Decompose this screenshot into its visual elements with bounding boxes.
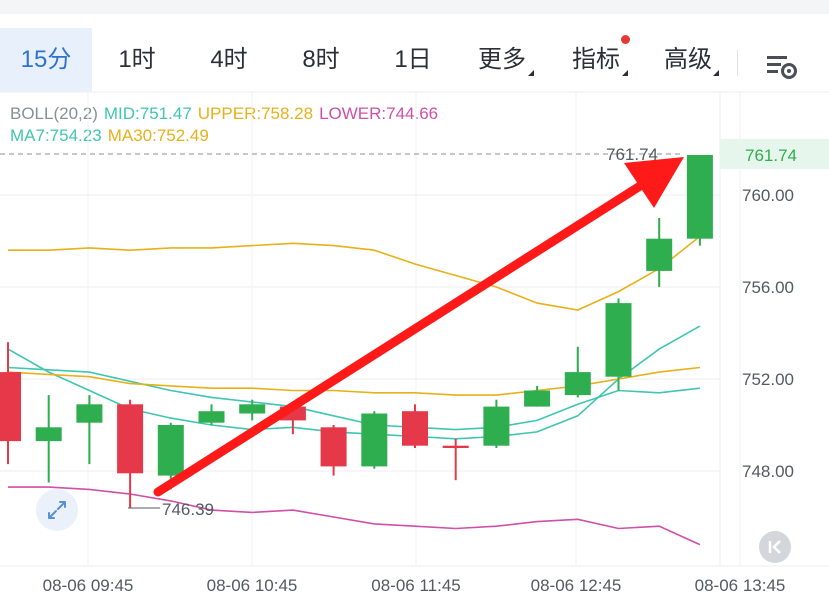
y-tick-label: 756.00 (742, 278, 794, 297)
boll-upper-value: UPPER:758.28 (197, 104, 314, 123)
candle-body (361, 413, 388, 467)
candle-body (646, 238, 673, 271)
expand-chart-button[interactable] (36, 489, 78, 531)
y-tick-label: 748.00 (742, 462, 794, 481)
boll-mid-value: MID:751.47 (103, 104, 192, 123)
boll-lower-value: LOWER:744.66 (319, 104, 439, 123)
tab-1h[interactable]: 1时 (118, 46, 156, 73)
ma30-value: MA30:752.49 (107, 126, 209, 145)
current-price-tag (720, 139, 829, 169)
y-tick-label: 760.00 (742, 186, 794, 205)
tab-8h[interactable]: 8时 (302, 46, 340, 73)
series-line-upper (8, 235, 701, 311)
candle-body (402, 411, 428, 446)
arrow-head (624, 157, 684, 208)
series-line-mid (7, 366, 700, 431)
status-strip (0, 0, 829, 14)
tab-divider (737, 50, 738, 76)
low-price-marker: 746.39 (162, 500, 214, 519)
expand-icon (48, 501, 66, 519)
high-price-marker: 761.74 (606, 145, 658, 164)
current-price-label: 761.74 (745, 146, 797, 165)
chart-settings-icon[interactable] (765, 52, 801, 82)
candle-body (239, 404, 266, 414)
candle-body (686, 154, 713, 239)
x-tick-label: 08-06 12:45 (531, 576, 622, 595)
x-tick-label: 08-06 09:45 (43, 576, 134, 595)
arrow-shaft (153, 181, 645, 497)
tab-indicators[interactable]: 指标 (572, 46, 620, 73)
candle-body (198, 411, 225, 423)
tab-4h[interactable]: 4时 (210, 46, 248, 73)
boll-legend: BOLL(20,2) MID:751.47 UPPER:758.28 LOWER:74… (10, 104, 444, 124)
tab-more[interactable]: 更多 (478, 46, 526, 73)
indicators-badge-dot (621, 35, 630, 44)
candle-body (0, 372, 21, 442)
series-line-lower (8, 486, 701, 546)
candle-body (76, 404, 103, 423)
boll-label: BOLL(20,2) (10, 104, 98, 123)
indicators-dropdown-icon (622, 70, 628, 76)
candle-body (564, 372, 591, 396)
x-tick-label: 08-06 11:45 (371, 576, 460, 595)
advanced-dropdown-icon (713, 70, 719, 76)
candle-body (117, 404, 144, 474)
candle-body (524, 390, 551, 407)
tab-advanced[interactable]: 高级 (664, 46, 712, 73)
interval-tab-bar: 15分 1时 4时 8时 1日 更多 指标 高级 (0, 14, 829, 92)
y-tick-label: 752.00 (742, 370, 794, 389)
x-tick-label: 08-06 10:45 (207, 576, 298, 595)
candle-body (35, 427, 62, 442)
tab-15min[interactable]: 15分 (0, 28, 92, 92)
tab-1d[interactable]: 1日 (394, 46, 432, 73)
candle-body (320, 427, 347, 467)
candle-body (605, 303, 632, 377)
candle-body (442, 445, 469, 448)
candle-body (483, 406, 510, 446)
candle-body (157, 425, 184, 476)
jump-to-end-icon (768, 540, 781, 554)
more-dropdown-icon (528, 70, 534, 76)
ma-legend: MA7:754.23 MA30:752.49 (10, 126, 215, 146)
ma7-value: MA7:754.23 (10, 126, 102, 145)
annotation-arrow (153, 157, 684, 497)
scroll-to-latest-button[interactable] (759, 531, 791, 563)
x-tick-label: 08-06 13:45 (695, 576, 786, 595)
